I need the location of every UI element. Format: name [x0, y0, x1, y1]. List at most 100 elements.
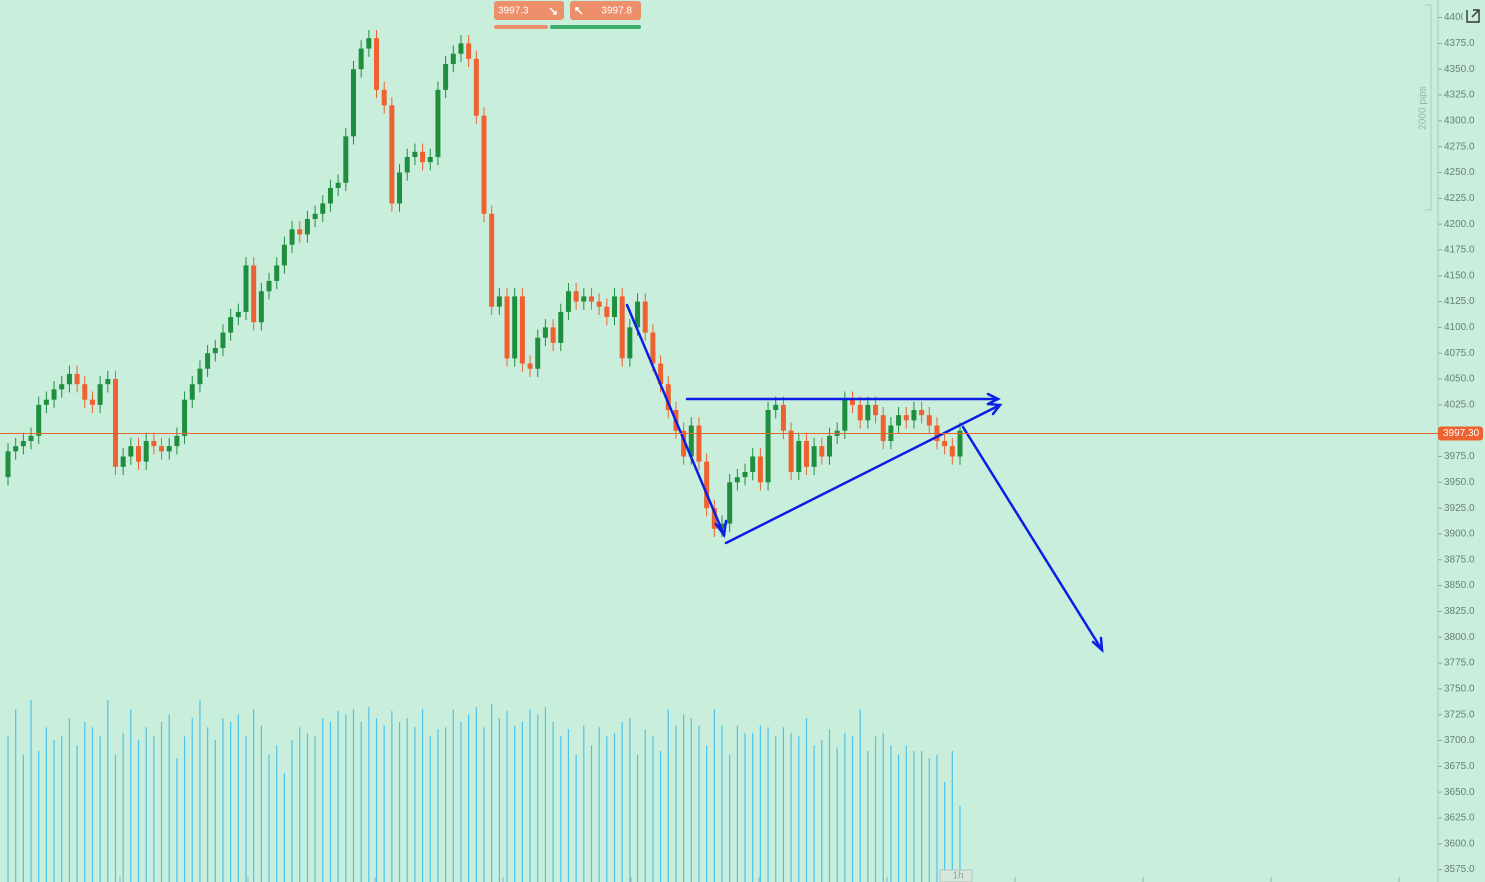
candle-body — [473, 58, 479, 116]
y-tick-label: 4200.0 — [1444, 219, 1475, 230]
y-tick-label: 4300.0 — [1444, 115, 1475, 126]
time-ticks — [119, 877, 1400, 882]
candle-body — [420, 151, 426, 163]
candle-body — [435, 89, 441, 157]
candle-body — [773, 404, 779, 411]
candle-body — [350, 69, 356, 137]
candle-body — [796, 441, 802, 472]
candle-body — [588, 296, 594, 302]
candle-body — [312, 213, 318, 219]
y-tick-label: 4375.0 — [1444, 38, 1475, 49]
candle-body — [750, 456, 756, 472]
candle-body — [811, 446, 817, 467]
candle-body — [903, 415, 909, 421]
y-tick-label: 3750.0 — [1444, 684, 1475, 695]
candle-body — [5, 451, 11, 478]
candle-body — [635, 301, 641, 328]
candle-body — [327, 187, 333, 204]
last-price-tag — [1438, 426, 1483, 441]
candle-body — [481, 115, 487, 214]
candle-body — [374, 38, 380, 90]
candle-body — [658, 363, 664, 385]
y-tick-label: 4075.0 — [1444, 348, 1475, 359]
sell-button[interactable] — [494, 1, 564, 20]
candle-body — [266, 280, 272, 292]
candle-body — [665, 384, 671, 411]
candle-body — [803, 441, 809, 467]
drawings — [625, 303, 1104, 654]
candle-body — [174, 435, 180, 447]
candle-body — [527, 363, 533, 369]
candle-body — [780, 404, 786, 431]
candle-body — [36, 404, 42, 436]
y-tick-label: 4325.0 — [1444, 90, 1475, 101]
candle-body — [681, 430, 687, 457]
candle-body — [389, 105, 395, 204]
candle-body — [957, 430, 963, 457]
candle-body — [857, 404, 863, 421]
y-tick-label: 3650.0 — [1444, 787, 1475, 798]
candle-body — [297, 229, 303, 235]
candle-body — [381, 89, 387, 106]
candle-body — [627, 327, 633, 359]
candle-body — [51, 389, 57, 400]
candle-body — [865, 404, 871, 421]
candle-body — [688, 425, 694, 457]
candle-body — [942, 441, 948, 447]
buy-button[interactable] — [570, 1, 641, 20]
candle-body — [696, 425, 702, 462]
candle-body — [412, 151, 418, 157]
candle-body — [143, 441, 149, 462]
candle-body — [128, 446, 134, 457]
range-label: 2000 pips — [1418, 86, 1429, 129]
candle-body — [274, 265, 280, 281]
y-tick-label: 3900.0 — [1444, 529, 1475, 540]
y-tick-label: 4275.0 — [1444, 141, 1475, 152]
candle-body — [289, 229, 295, 245]
candle-body — [466, 43, 472, 59]
y-tick-label: 3675.0 — [1444, 761, 1475, 772]
sell-price: 3997.3 — [498, 6, 529, 17]
candle-body — [612, 296, 618, 318]
candle-body — [742, 471, 748, 478]
candle-body — [28, 435, 34, 441]
candle-body — [512, 296, 518, 359]
candle-body — [189, 384, 195, 400]
candle-body — [542, 327, 548, 338]
candle-body — [13, 446, 19, 452]
y-tick-label: 4175.0 — [1444, 245, 1475, 256]
timeframe-box[interactable] — [939, 869, 973, 882]
candle-body — [20, 441, 26, 447]
candle-body — [404, 156, 410, 173]
candle-body — [59, 384, 65, 390]
candle-body — [43, 399, 49, 405]
candle-body — [74, 373, 80, 385]
candle-body — [873, 404, 879, 416]
candle-body — [136, 446, 142, 462]
y-tick-label: 3775.0 — [1444, 658, 1475, 669]
candle-body — [89, 399, 95, 405]
candle-body — [66, 373, 72, 385]
candle-body — [182, 399, 188, 436]
candle-body — [949, 446, 955, 457]
candle-body — [335, 182, 341, 188]
candle-body — [850, 399, 856, 405]
candle-body — [304, 218, 310, 235]
y-tick-label: 4025.0 — [1444, 399, 1475, 410]
candle-body — [97, 384, 103, 405]
candle-body — [458, 43, 464, 54]
candle-body — [880, 415, 886, 441]
candle-body — [788, 430, 794, 472]
y-tick-label: 4250.0 — [1444, 167, 1475, 178]
candle-body — [573, 291, 579, 302]
candle-body — [734, 477, 740, 483]
candle-body — [220, 332, 226, 349]
candle-body — [727, 482, 733, 524]
candle-body — [358, 48, 364, 70]
candle-body — [228, 317, 234, 333]
volume — [7, 700, 961, 882]
candle-body — [120, 456, 126, 467]
candle-body — [243, 265, 249, 312]
candle-body — [704, 461, 710, 509]
